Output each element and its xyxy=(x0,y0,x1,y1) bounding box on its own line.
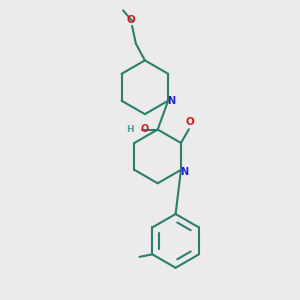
Text: O: O xyxy=(186,117,195,127)
Text: N: N xyxy=(167,96,175,106)
Text: O: O xyxy=(126,14,135,25)
Text: N: N xyxy=(180,167,188,177)
Text: O: O xyxy=(140,124,149,134)
Text: H: H xyxy=(126,124,134,134)
